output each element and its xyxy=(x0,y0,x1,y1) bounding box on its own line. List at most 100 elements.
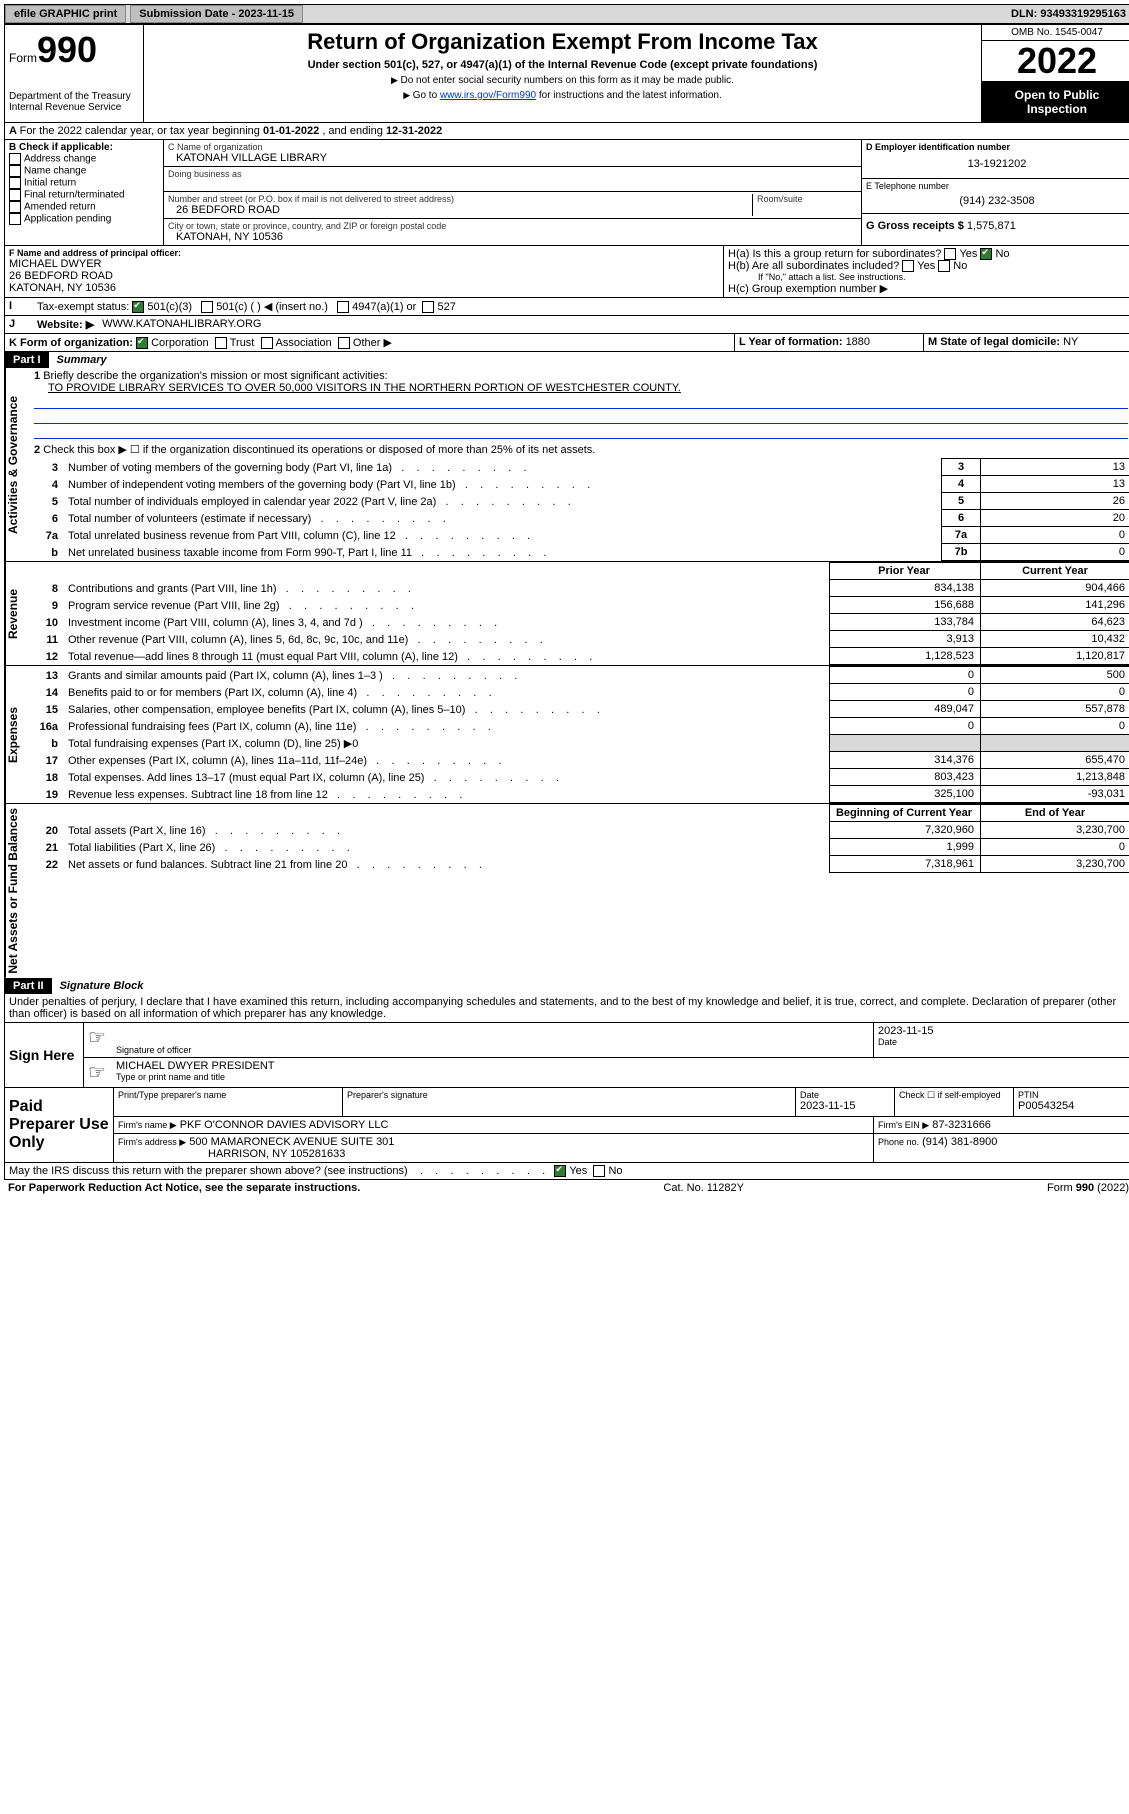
street-value: 26 BEDFORD ROAD xyxy=(168,204,752,216)
ein-value: 13-1921202 xyxy=(866,152,1128,176)
dept-treasury: Department of the Treasury xyxy=(9,91,139,102)
gross-receipts-value: 1,575,871 xyxy=(967,220,1016,232)
firm-name: PKF O'CONNOR DAVIES ADVISORY LLC xyxy=(180,1119,389,1131)
chk-527[interactable] xyxy=(422,301,434,313)
footer-right: Form 990 (2022) xyxy=(1047,1182,1129,1194)
discuss-no[interactable] xyxy=(593,1165,605,1177)
part-2-num: Part II xyxy=(5,978,52,994)
ha-no[interactable] xyxy=(980,248,992,260)
table-row: bNet unrelated business taxable income f… xyxy=(30,544,1129,561)
discuss-yes[interactable] xyxy=(554,1165,566,1177)
prep-date: 2023-11-15 xyxy=(800,1100,890,1112)
chk-application-pending[interactable]: Application pending xyxy=(9,213,159,225)
self-employed-check[interactable]: Check ☐ if self-employed xyxy=(895,1088,1014,1116)
form-header: Form990 Department of the Treasury Inter… xyxy=(5,25,1129,123)
row-a-tax-year: A For the 2022 calendar year, or tax yea… xyxy=(5,123,1129,140)
chk-501c3[interactable] xyxy=(132,301,144,313)
firm-ein: 87-3231666 xyxy=(932,1119,991,1131)
year-formation-label: L Year of formation: xyxy=(739,336,846,348)
chk-address-change[interactable]: Address change xyxy=(9,153,159,165)
vlabel-governance: Activities & Governance xyxy=(5,368,30,561)
box-c: C Name of organization KATONAH VILLAGE L… xyxy=(164,140,861,245)
officer-city: KATONAH, NY 10536 xyxy=(9,282,719,294)
box-deg: D Employer identification number 13-1921… xyxy=(861,140,1129,245)
box-b: B Check if applicable: Address change Na… xyxy=(5,140,164,245)
hb-yes[interactable] xyxy=(902,260,914,272)
instr-2b: for instructions and the latest informat… xyxy=(536,90,722,101)
hb-no[interactable] xyxy=(938,260,950,272)
room-label: Room/suite xyxy=(757,194,857,204)
form-title: Return of Organization Exempt From Incom… xyxy=(152,29,973,55)
chk-other[interactable] xyxy=(338,337,350,349)
section-revenue: Revenue Prior Year Current Year 8Contrib… xyxy=(5,562,1129,666)
efile-print-button[interactable]: efile GRAPHIC print xyxy=(5,5,126,23)
chk-assoc[interactable] xyxy=(261,337,273,349)
box-h: H(a) Is this a group return for subordin… xyxy=(724,246,1129,297)
city-value: KATONAH, NY 10536 xyxy=(168,231,857,243)
part-1-title: Summary xyxy=(49,352,1129,368)
tax-year: 2022 xyxy=(982,41,1129,82)
ein-label: D Employer identification number xyxy=(866,142,1128,152)
governance-table: 3Number of voting members of the governi… xyxy=(30,458,1129,561)
ptin-label: PTIN xyxy=(1018,1090,1128,1100)
domicile: NY xyxy=(1063,336,1078,348)
section-governance: Activities & Governance 1 Briefly descri… xyxy=(5,368,1129,562)
col-end: End of Year xyxy=(981,805,1129,822)
chk-initial-return[interactable]: Initial return xyxy=(9,177,159,189)
table-row: bTotal fundraising expenses (Part IX, co… xyxy=(30,735,1129,752)
h-b-note: If "No," attach a list. See instructions… xyxy=(728,272,1128,282)
submission-date-button[interactable]: Submission Date - 2023-11-15 xyxy=(130,5,303,23)
form-word: Form xyxy=(9,51,37,65)
form990-link[interactable]: www.irs.gov/Form990 xyxy=(440,90,536,101)
chk-final-return[interactable]: Final return/terminated xyxy=(9,189,159,201)
chk-trust[interactable] xyxy=(215,337,227,349)
instr-2: Go to www.irs.gov/Form990 for instructio… xyxy=(152,90,973,101)
sign-here-label: Sign Here xyxy=(5,1023,84,1087)
table-row: 17Other expenses (Part IX, column (A), l… xyxy=(30,752,1129,769)
sig-date-label: Date xyxy=(878,1037,1128,1047)
table-row: 14Benefits paid to or for members (Part … xyxy=(30,684,1129,701)
chk-amended-return[interactable]: Amended return xyxy=(9,201,159,213)
section-netassets: Net Assets or Fund Balances Beginning of… xyxy=(5,804,1129,978)
form-container: Form990 Department of the Treasury Inter… xyxy=(4,24,1129,1180)
sig-officer-label: Signature of officer xyxy=(116,1045,869,1055)
irs-label: Internal Revenue Service xyxy=(9,102,139,113)
chk-corp[interactable] xyxy=(136,337,148,349)
row-j: J Website: ▶ WWW.KATONAHLIBRARY.ORG xyxy=(5,316,1129,334)
ha-yes[interactable] xyxy=(944,248,956,260)
firm-addr1: 500 MAMARONECK AVENUE SUITE 301 xyxy=(189,1136,394,1148)
chk-name-change[interactable]: Name change xyxy=(9,165,159,177)
firm-name-label: Firm's name ▶ xyxy=(118,1120,177,1130)
tax-exempt-label: Tax-exempt status: xyxy=(37,301,129,313)
tax-year-end: 12-31-2022 xyxy=(386,125,442,137)
table-row: 18Total expenses. Add lines 13–17 (must … xyxy=(30,769,1129,786)
chk-501c[interactable] xyxy=(201,301,213,313)
prep-sig-label: Preparer's signature xyxy=(347,1090,791,1100)
table-row: 21Total liabilities (Part X, line 26)1,9… xyxy=(30,839,1129,856)
part-2-header: Part II Signature Block xyxy=(5,978,1129,994)
table-row: 8Contributions and grants (Part VIII, li… xyxy=(30,580,1129,597)
website-label: Website: ▶ xyxy=(33,316,98,333)
omb-number: OMB No. 1545-0047 xyxy=(982,25,1129,41)
phone-label: E Telephone number xyxy=(866,181,1128,191)
section-expenses: Expenses 13Grants and similar amounts pa… xyxy=(5,666,1129,804)
row-f-h: F Name and address of principal officer:… xyxy=(5,245,1129,298)
ptin-value: P00543254 xyxy=(1018,1100,1128,1112)
page-footer: For Paperwork Reduction Act Notice, see … xyxy=(4,1180,1129,1196)
open-inspection: Open to Public Inspection xyxy=(982,82,1129,122)
table-row: 19Revenue less expenses. Subtract line 1… xyxy=(30,786,1129,803)
table-row: 16aProfessional fundraising fees (Part I… xyxy=(30,718,1129,735)
dba-label: Doing business as xyxy=(168,169,857,179)
chk-4947[interactable] xyxy=(337,301,349,313)
mission-text: TO PROVIDE LIBRARY SERVICES TO OVER 50,0… xyxy=(34,382,681,394)
line-2: Check this box ▶ ☐ if the organization d… xyxy=(43,444,595,456)
firm-ein-label: Firm's EIN ▶ xyxy=(878,1120,929,1130)
table-row: 13Grants and similar amounts paid (Part … xyxy=(30,667,1129,684)
tax-year-begin: 01-01-2022 xyxy=(263,125,319,137)
table-row: 22Net assets or fund balances. Subtract … xyxy=(30,856,1129,873)
row-a-text: For the 2022 calendar year, or tax year … xyxy=(20,125,263,137)
org-name: KATONAH VILLAGE LIBRARY xyxy=(168,152,857,164)
officer-label: F Name and address of principal officer: xyxy=(9,248,719,258)
h-c-label: H(c) Group exemption number ▶ xyxy=(728,282,1128,295)
revenue-table: Prior Year Current Year 8Contributions a… xyxy=(30,562,1129,665)
